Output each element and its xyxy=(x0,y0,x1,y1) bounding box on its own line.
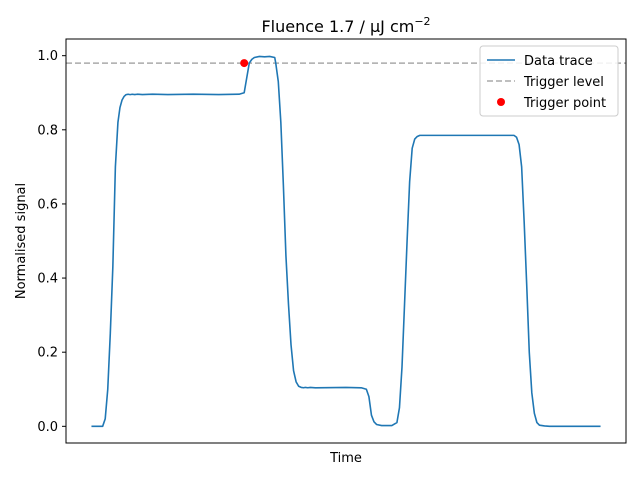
legend-box xyxy=(479,45,619,117)
y-tick-label: 0.6 xyxy=(37,197,58,212)
legend-swatch-trigger-point xyxy=(497,98,505,106)
y-axis-label: Normalised signal xyxy=(14,183,29,299)
trigger-point-markers xyxy=(240,59,249,68)
y-tick-label: 0.2 xyxy=(37,346,58,361)
y-tick-label: 0.8 xyxy=(37,123,58,138)
legend: Data trace Trigger level Trigger point xyxy=(479,45,619,117)
y-tick-label: 0.4 xyxy=(37,272,58,287)
chart-title: Fluence 1.7 / μJ cm−2 xyxy=(261,15,430,36)
plot-area xyxy=(66,55,626,428)
legend-label-trigger-point: Trigger point xyxy=(523,96,606,111)
y-axis: 0.0 0.2 0.4 0.6 0.8 1.0 xyxy=(37,49,66,435)
y-tick-label: 1.0 xyxy=(37,49,58,64)
x-axis-label: Time xyxy=(329,451,362,466)
chart-title-superscript: −2 xyxy=(414,15,430,28)
y-tick-label: 0.0 xyxy=(37,420,58,435)
legend-label-data-trace: Data trace xyxy=(524,54,593,69)
legend-label-trigger-level: Trigger level xyxy=(523,75,604,90)
data-trace-line xyxy=(91,55,601,428)
trigger-point-marker xyxy=(240,59,249,68)
axes-frame xyxy=(65,38,627,444)
chart-title-text: Fluence 1.7 / μJ cm xyxy=(261,17,414,36)
